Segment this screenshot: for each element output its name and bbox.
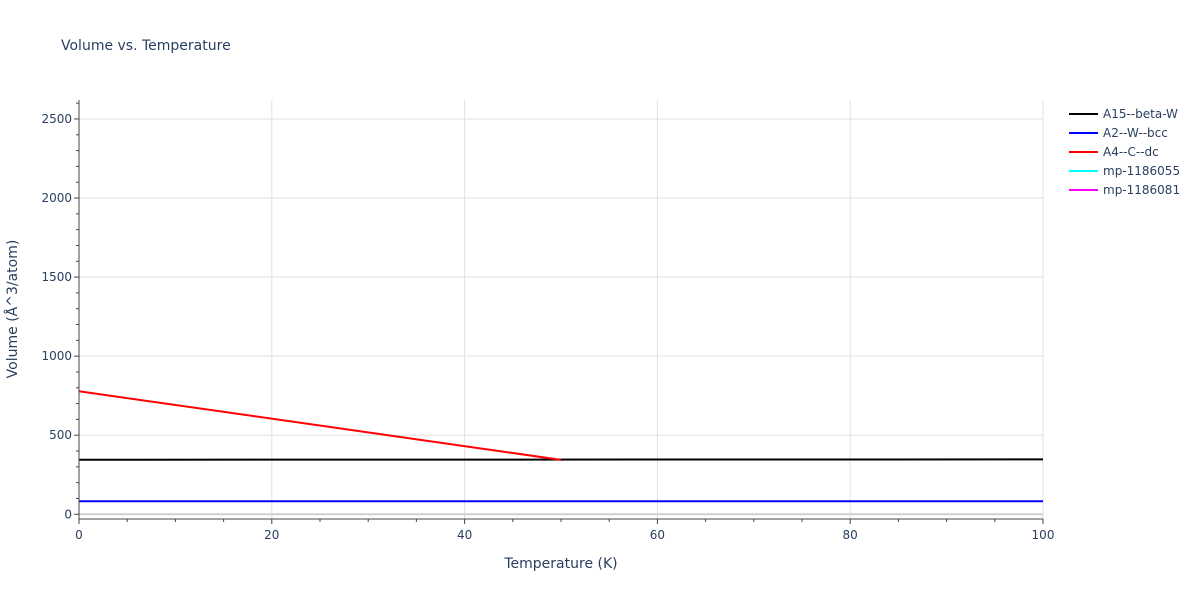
- legend-label: A15--beta-W: [1103, 107, 1178, 121]
- legend-item-a15-beta-w[interactable]: A15--beta-W: [1069, 107, 1178, 121]
- series-line-a4-c-dc: [78, 390, 562, 461]
- legend-label: mp-1186055: [1103, 164, 1180, 178]
- y-axis-title: Volume (Å^3/atom): [4, 240, 21, 379]
- y-tick-label: 0: [64, 507, 72, 521]
- legend-item-a2-w-bcc[interactable]: A2--W--bcc: [1069, 126, 1168, 140]
- legend-label: A2--W--bcc: [1103, 126, 1168, 140]
- legend-item-mp-1186081[interactable]: mp-1186081: [1069, 183, 1180, 197]
- y-tick-label: 2000: [41, 191, 72, 205]
- y-tick-label: 1500: [41, 270, 72, 284]
- x-axis-title: Temperature (K): [503, 556, 617, 572]
- x-tick-label: 40: [457, 528, 472, 542]
- x-tick-label: 0: [75, 528, 83, 542]
- x-tick-label: 20: [264, 528, 279, 542]
- legend-label: mp-1186081: [1103, 183, 1180, 197]
- x-tick-label: 100: [1032, 528, 1055, 542]
- y-tick-label: 2500: [41, 112, 72, 126]
- x-tick-label: 80: [843, 528, 858, 542]
- y-tick-label: 1000: [41, 349, 72, 363]
- legend-label: A4--C--dc: [1103, 145, 1159, 159]
- legend[interactable]: A15--beta-W A2--W--bcc A4--C--dc mp-1186055…: [1069, 107, 1180, 197]
- chart-title: Volume vs. Temperature: [61, 38, 231, 54]
- grid-layer: [79, 100, 1044, 519]
- legend-item-a4-c-dc[interactable]: A4--C--dc: [1069, 145, 1159, 159]
- series-layer: [78, 390, 1044, 503]
- legend-item-mp-1186055[interactable]: mp-1186055: [1069, 164, 1180, 178]
- y-tick-label: 500: [49, 428, 72, 442]
- x-tick-label: 60: [650, 528, 665, 542]
